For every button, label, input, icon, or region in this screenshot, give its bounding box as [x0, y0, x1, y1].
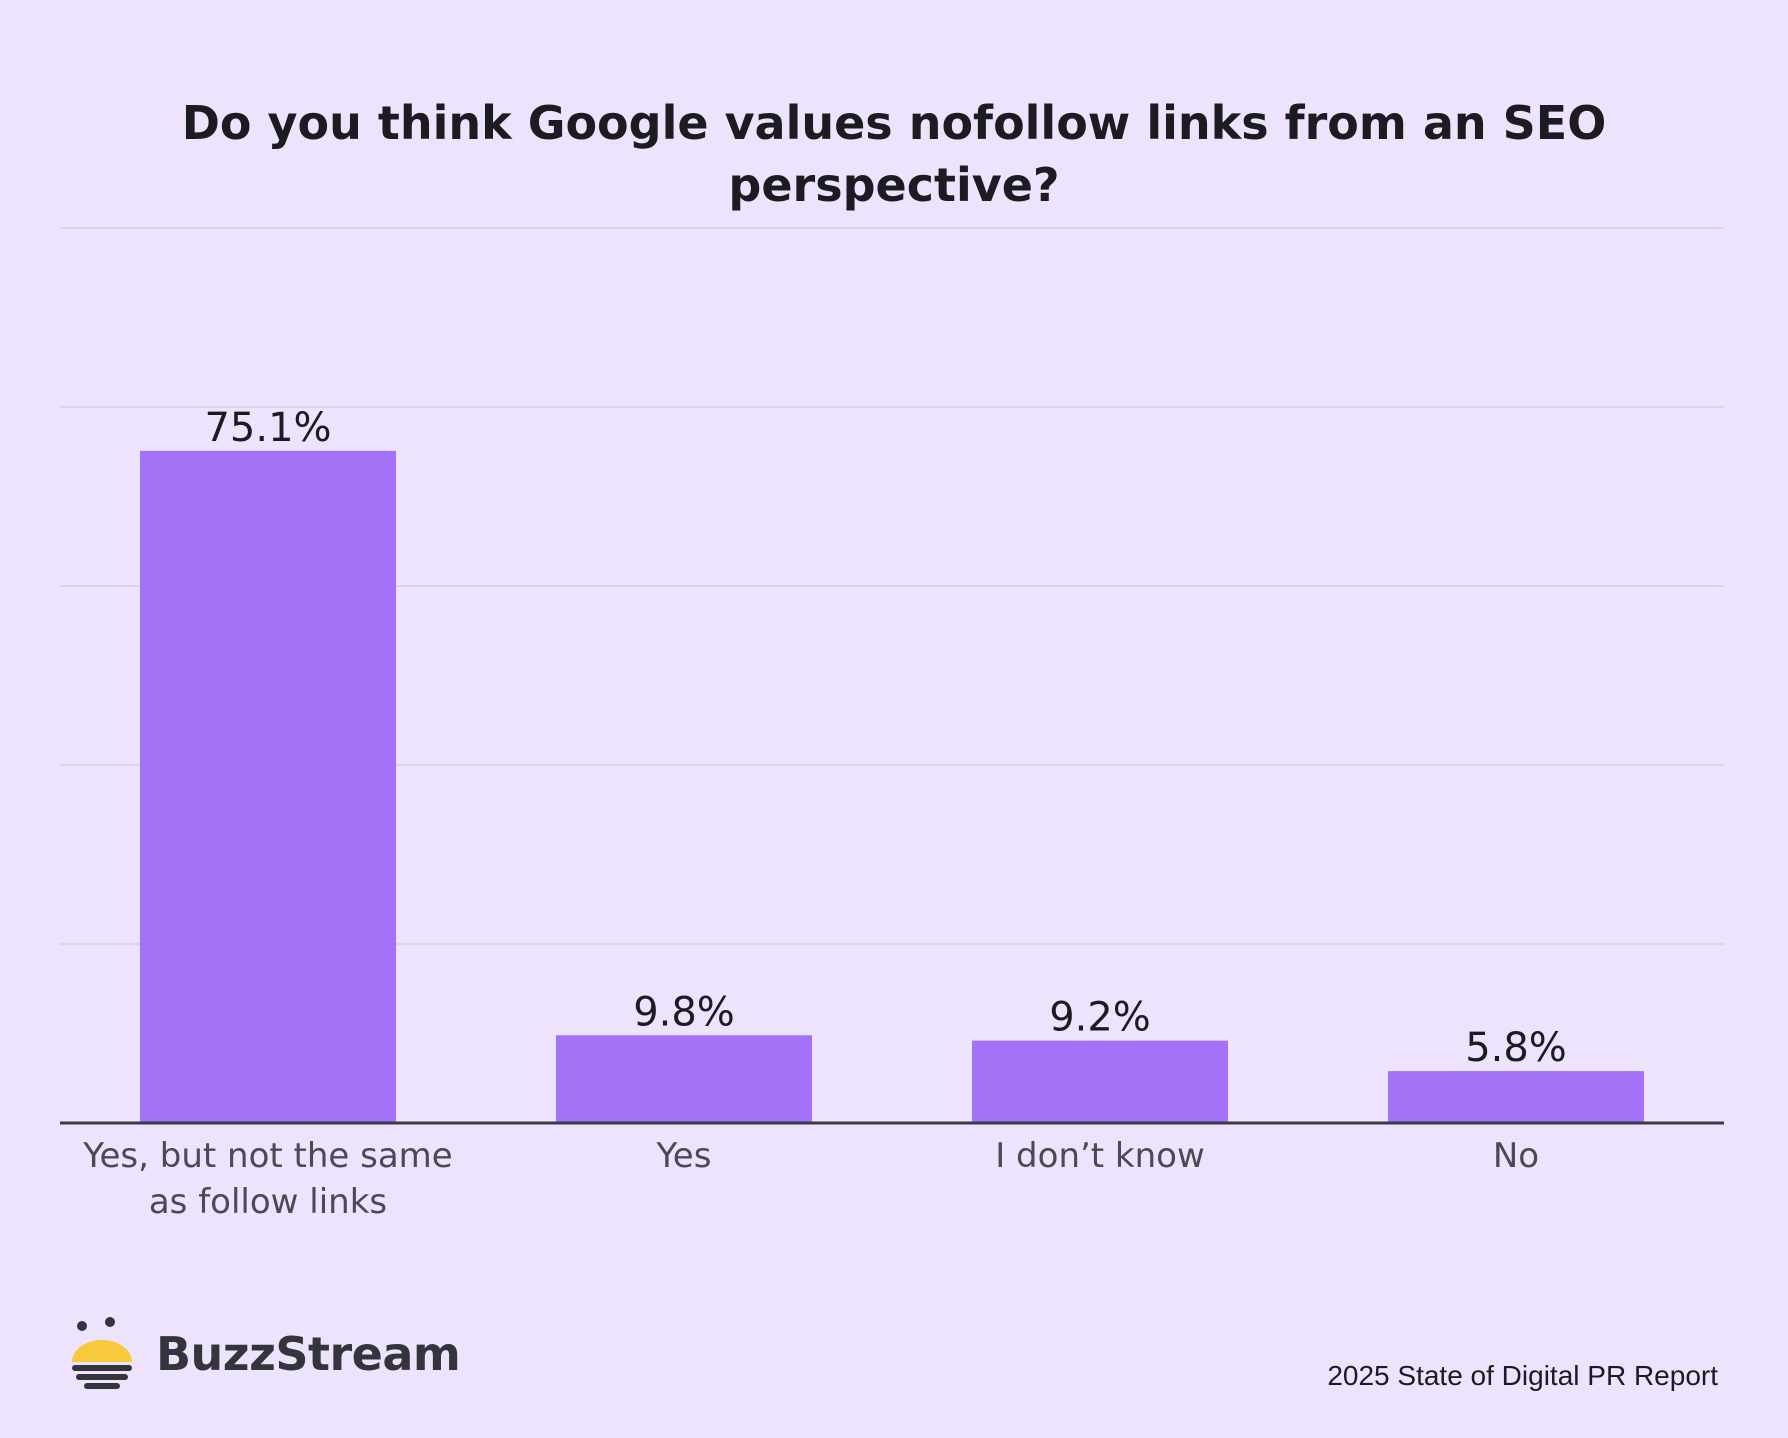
bar	[972, 1040, 1228, 1123]
report-caption: 2025 State of Digital PR Report	[1327, 1360, 1718, 1391]
bar	[1388, 1071, 1644, 1123]
value-label: 9.2%	[1049, 995, 1151, 1041]
brand-name: BuzzStream	[156, 1327, 461, 1381]
buzzstream-bee-logo-icon	[72, 1317, 132, 1389]
category-tick-label: No	[1493, 1136, 1539, 1176]
value-label: 5.8%	[1465, 1025, 1567, 1071]
value-label: 9.8%	[633, 989, 735, 1035]
category-tick-labels: Yes, but not the same as follow links Yes I…	[82, 1136, 1539, 1222]
bar	[140, 450, 396, 1124]
bar	[556, 1035, 812, 1123]
category-tick-label: I don’t know	[995, 1136, 1205, 1176]
chart-title: Do you think Google values nofollow link…	[181, 96, 1607, 212]
value-labels: 75.1% 9.8% 9.2% 5.8%	[204, 405, 1566, 1071]
value-label: 75.1%	[204, 405, 331, 451]
brand-logo: BuzzStream	[70, 1314, 461, 1394]
category-tick-label: Yes	[656, 1136, 712, 1176]
bars	[140, 450, 1644, 1124]
category-tick-label: Yes, but not the same as follow links	[82, 1136, 452, 1222]
